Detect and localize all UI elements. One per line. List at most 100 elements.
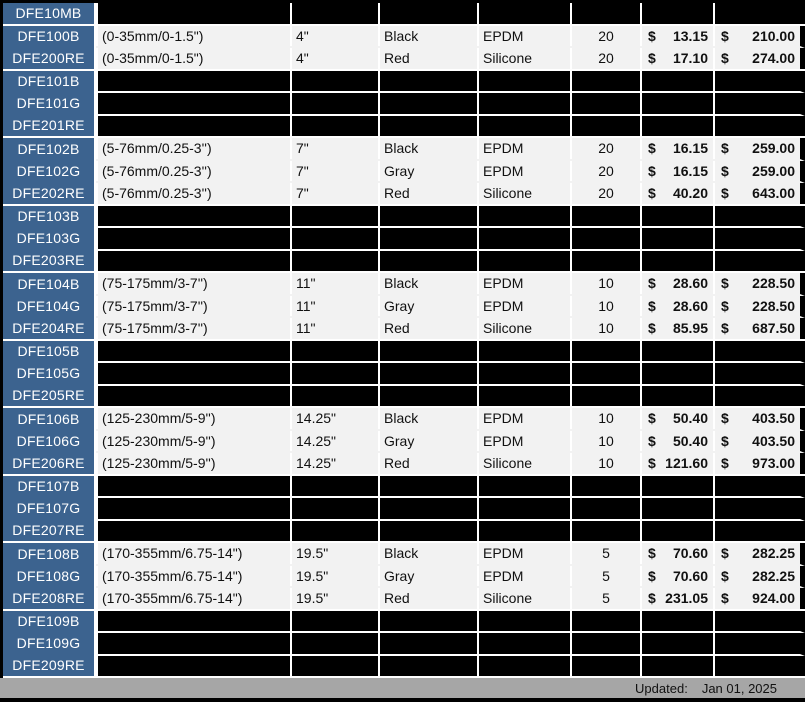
cell-case-price [713,520,800,541]
cell-quantity [570,610,640,631]
currency-symbol: $ [648,590,656,606]
cell-size-range [96,475,290,496]
cell-unit-price [640,633,713,654]
product-code: DFE105B [17,343,80,360]
cell-length [290,363,378,384]
cell-color: Black [378,138,477,159]
cell-size-range: (125-230mm/5-9'') [96,453,290,474]
product-code: DFE208RE [12,589,85,606]
cell-material [477,3,570,24]
table-row [96,498,805,521]
price-amount: 16.15 [672,162,708,179]
cell-size-range [96,385,290,406]
cell-quantity [570,115,640,136]
product-group: DFE108B DFE108G DFE208RE (170-355mm/6.75-14… [3,543,805,611]
cell-color: Gray [378,160,477,181]
price-amount: 40.20 [672,185,708,201]
cell-material [477,520,570,541]
cell-color [378,3,477,24]
cell-material: EPDM [477,273,570,294]
cell-material [477,385,570,406]
cell-case-price [713,363,800,384]
price-amount: 973.00 [752,455,795,471]
cell-color: Gray [378,565,477,586]
table-row [96,115,805,136]
cell-color [378,475,477,496]
cell-length: 19.5" [290,565,378,586]
price-amount: 17.10 [672,50,708,66]
cell-length [290,498,378,519]
cell-size-range [96,655,290,676]
cell-case-price: $259.00 [713,160,800,181]
currency-symbol: $ [648,320,656,336]
cell-length [290,385,378,406]
cell-case-price [713,475,800,496]
currency-symbol: $ [648,27,656,44]
cell-quantity: 20 [570,160,640,181]
cell-case-price [713,205,800,226]
cell-unit-price: $17.10 [640,48,713,69]
cell-material [477,475,570,496]
cell-quantity: 5 [570,543,640,564]
cell-size-range [96,250,290,271]
cell-color [378,363,477,384]
cell-quantity: 20 [570,25,640,46]
cell-size-range: (5-76mm/0.25-3'') [96,160,290,181]
currency-symbol: $ [721,320,729,336]
price-amount: 274.00 [752,50,795,66]
cell-quantity: 10 [570,430,640,451]
cell-color: Red [378,183,477,204]
table-row [96,633,805,656]
cell-case-price [713,250,800,271]
price-amount: 13.15 [672,27,708,44]
table-row: (125-230mm/5-9'') 14.25" Black EPDM 10 $50.40… [96,408,805,431]
cell-quantity [570,498,640,519]
table-row [96,520,805,541]
table-row [96,70,805,93]
cell-quantity: 20 [570,183,640,204]
table-row: (125-230mm/5-9'') 14.25" Gray EPDM 10 $50.40 $… [96,430,805,453]
cell-length: 7" [290,160,378,181]
cell-unit-price: $70.60 [640,543,713,564]
cell-size-range [96,205,290,226]
cell-quantity [570,3,640,24]
product-code: DFE105G [16,365,81,382]
price-amount: 403.50 [752,410,795,426]
cell-case-price [713,385,800,406]
cell-material: EPDM [477,25,570,46]
cell-size-range [96,363,290,384]
product-code: DFE108B [17,545,80,562]
cell-length: 19.5" [290,543,378,564]
price-amount: 228.50 [752,297,795,314]
cell-color [378,610,477,631]
cell-case-price: $259.00 [713,138,800,159]
cell-length: 19.5" [290,588,378,609]
cell-unit-price [640,3,713,24]
cell-quantity: 10 [570,273,640,294]
cell-material [477,610,570,631]
cell-unit-price: $70.60 [640,565,713,586]
cell-size-range: (0-35mm/0-1.5") [96,25,290,46]
price-amount: 121.60 [665,455,708,471]
table-row [96,655,805,676]
cell-color [378,498,477,519]
cell-case-price [713,70,800,91]
price-amount: 282.25 [752,545,795,561]
currency-symbol: $ [648,50,656,66]
table-row [96,475,805,498]
cell-quantity: 20 [570,48,640,69]
cell-unit-price: $85.95 [640,318,713,339]
table-row [96,3,805,24]
cell-quantity [570,70,640,91]
cell-size-range [96,3,290,24]
table-row: (75-175mm/3-7'') 11" Gray EPDM 10 $28.60 $228.… [96,295,805,318]
currency-symbol: $ [721,50,729,66]
cell-size-range [96,93,290,114]
price-amount: 16.15 [672,140,708,156]
product-group: DFE101B DFE101G DFE201RE [3,70,805,138]
price-table: DFE10MB DFE100B DFE200RE (0-35mm/0-1.5") 4" B… [3,3,805,678]
cell-length: 14.25" [290,453,378,474]
code-column: DFE10MB [3,3,96,24]
code-column: DFE108B DFE108G DFE208RE [3,543,96,609]
cell-color: Red [378,318,477,339]
